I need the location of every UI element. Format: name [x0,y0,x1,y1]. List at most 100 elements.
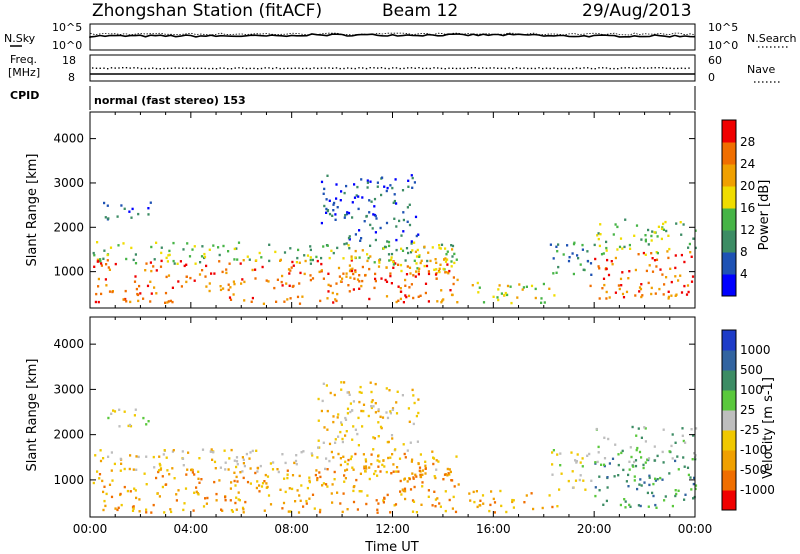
range-cell [450,244,453,247]
range-cell [525,285,528,288]
range-cell [399,287,402,290]
range-cell [492,497,495,501]
range-cell [374,277,377,281]
range-cell [289,297,292,300]
range-cell [95,292,98,296]
range-cell [130,216,133,219]
range-cell [155,476,158,480]
range-cell [318,510,322,514]
range-cell [667,290,670,293]
nave-dot [313,67,315,69]
range-cell [345,468,349,471]
range-cell [648,264,651,267]
range-cell [446,258,449,261]
range-cell [105,284,108,287]
range-cell [512,499,515,502]
freq-panel-frame [89,54,696,82]
range-cell [295,454,298,457]
range-cell [183,264,186,268]
range-cell [646,491,649,495]
range-cell [158,469,161,472]
range-cell [401,249,405,252]
range-cell [540,301,543,304]
range-cell [677,468,680,471]
range-cell [349,410,352,414]
range-cell [219,285,222,288]
range-cell [653,445,656,448]
nave-series-dots [92,67,690,70]
range-cell [198,457,201,460]
range-cell [184,487,188,490]
range-cell [518,283,521,286]
range-cell [360,178,363,181]
range-cell [356,432,359,436]
range-cell [657,225,660,228]
range-cell [265,482,268,485]
range-cell [208,248,211,251]
range-cell [150,511,153,514]
colorbar-tick-label: -500 [740,463,767,477]
range-cell [242,462,245,465]
range-cell [102,508,105,512]
range-cell [654,503,657,507]
range-cell [393,199,396,203]
range-cell [381,176,384,179]
range-cell [617,453,620,456]
range-cell [543,301,546,304]
nave-dot [155,67,158,70]
colorbar-tick-label: 500 [740,363,763,377]
nave-dot [579,67,581,70]
range-cell [158,455,161,458]
range-cell [451,248,454,251]
nave-dot [118,67,120,69]
range-cell [164,291,168,295]
range-cell [418,255,421,258]
range-cell [331,214,334,217]
range-cell [664,220,667,224]
colorbar-tick-label: 20 [740,179,755,193]
range-cell [117,506,120,509]
range-cell [343,381,346,384]
range-cell [506,284,510,288]
range-cell [349,268,352,271]
range-cell [201,269,204,272]
range-cell [263,509,266,512]
range-cell [451,507,454,510]
range-cell [469,499,472,502]
nave-dot [433,67,435,69]
range-cell [354,256,357,259]
nave-dot [654,67,656,69]
colorbar-tick-label: 4 [740,267,748,281]
range-cell [319,299,322,303]
y-tick-label: 3000 [53,382,84,396]
range-cell [435,272,438,275]
range-cell [254,471,257,475]
range-cell [557,243,560,246]
range-cell [321,484,324,487]
range-cell [204,497,207,500]
range-cell [347,458,350,462]
range-cell [133,280,137,283]
range-cell [116,508,119,512]
range-cell [442,298,445,301]
range-cell [358,274,361,277]
range-cell [195,490,198,493]
range-cell [241,506,245,510]
range-cell [337,452,340,456]
range-cell [370,453,373,456]
range-cell [650,252,653,255]
range-cell [343,480,346,483]
range-cell [597,237,600,241]
range-cell [363,467,366,470]
range-cell [392,260,395,264]
range-cell [284,461,287,465]
range-cell [436,300,439,303]
range-cell [347,244,350,247]
range-cell [185,280,188,284]
y-tick-label: 1000 [53,265,84,279]
range-cell [329,391,332,395]
nave-dot [152,67,154,69]
range-cell [478,286,481,289]
range-cell [623,498,626,501]
range-cell [128,467,131,471]
